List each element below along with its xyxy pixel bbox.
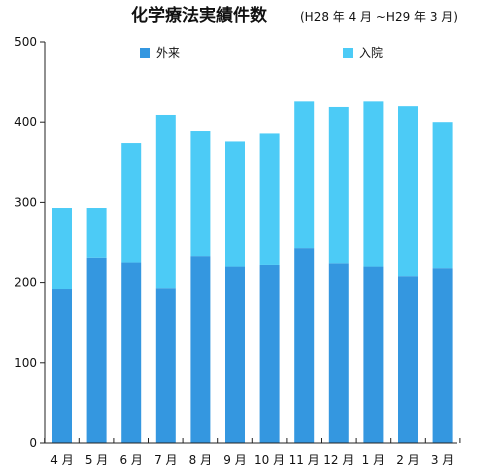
y-axis: 0 100 200 300 400 500 xyxy=(14,35,46,450)
bar-outpatient-11 xyxy=(398,276,418,443)
bar-outpatient-2 xyxy=(86,257,107,443)
x-tick-label: 2 月 xyxy=(396,453,419,467)
x-tick-label: 10 月 xyxy=(254,453,285,467)
bar-inpatient-2 xyxy=(86,208,107,258)
bar-inpatient-12 xyxy=(432,122,453,269)
bar-inpatient-1 xyxy=(52,208,72,290)
bar-inpatient-10 xyxy=(363,101,384,267)
bar-outpatient-9 xyxy=(328,263,349,443)
bar-outpatient-6 xyxy=(225,266,245,443)
x-tick-label: 4 月 xyxy=(50,453,73,467)
bar-outpatient-12 xyxy=(432,268,453,443)
x-axis: 4 月 5 月 6 月 7 月 8 月 9 月 10 月 11 月 12 月 1 月 2 月 3 月 xyxy=(44,438,461,467)
bar-outpatient-7 xyxy=(259,264,280,443)
bar-inpatient-8 xyxy=(294,101,315,249)
y-tick-label: 500 xyxy=(14,35,37,49)
x-tick-label: 6 月 xyxy=(119,453,142,467)
y-tick-label: 0 xyxy=(29,436,37,450)
chart-subtitle: (H28 年 4 月 ~H29 年 3 月) xyxy=(300,10,458,24)
bars xyxy=(52,101,453,443)
bar-outpatient-4 xyxy=(155,288,176,443)
x-tick-label: 7 月 xyxy=(154,453,177,467)
legend-swatch-outpatient xyxy=(140,48,150,58)
bar-outpatient-5 xyxy=(190,256,211,443)
y-tick-label: 300 xyxy=(14,195,37,209)
bar-outpatient-8 xyxy=(294,248,315,443)
bar-inpatient-3 xyxy=(121,143,142,263)
bar-inpatient-4 xyxy=(155,114,176,289)
x-tick-label: 11 月 xyxy=(289,453,320,467)
y-tick-label: 400 xyxy=(14,115,37,129)
chart-title: 化学療法実績件数 xyxy=(131,5,268,26)
bar-outpatient-10 xyxy=(363,266,384,443)
legend: 外来 入院 xyxy=(140,46,383,60)
bar-inpatient-6 xyxy=(225,141,245,267)
bar-inpatient-11 xyxy=(398,106,418,277)
bar-outpatient-3 xyxy=(121,262,142,443)
x-tick-label: 8 月 xyxy=(189,453,212,467)
x-tick-label: 5 月 xyxy=(85,453,108,467)
x-tick-label: 12 月 xyxy=(323,453,354,467)
legend-label-inpatient: 入院 xyxy=(359,46,383,60)
x-tick-label: 1 月 xyxy=(362,453,385,467)
bar-inpatient-5 xyxy=(190,131,211,257)
y-tick-label: 100 xyxy=(14,356,37,370)
x-tick-label: 9 月 xyxy=(223,453,246,467)
bar-inpatient-7 xyxy=(259,133,280,265)
x-tick-label: 3 月 xyxy=(431,453,454,467)
legend-swatch-inpatient xyxy=(343,48,353,58)
y-tick-label: 200 xyxy=(14,276,37,290)
bar-outpatient-1 xyxy=(52,289,72,443)
legend-label-outpatient: 外来 xyxy=(156,46,180,60)
bar-inpatient-9 xyxy=(328,106,349,264)
